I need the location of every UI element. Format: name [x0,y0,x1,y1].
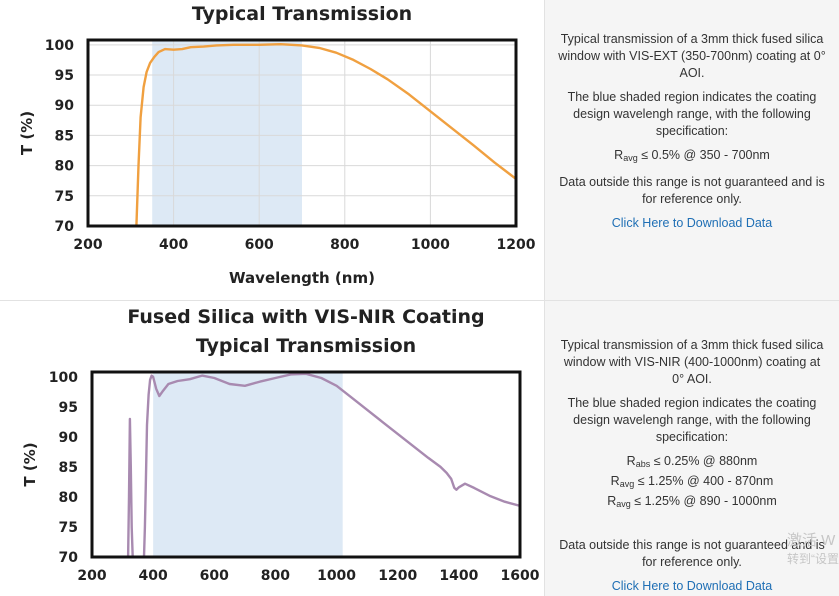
spec-value: ≤ 0.25% @ 880nm [653,454,758,468]
x-tick-label: 1200 [497,237,536,253]
shaded-region-note: The blue shaded region indicates the coa… [567,90,817,138]
x-tick-label: 200 [77,568,106,584]
spec-symbol: R [607,494,617,508]
transmission-series-line [135,43,516,226]
spec-line: Ravg ≤ 0.5% @ 350 - 700nm [557,147,827,167]
transmission-series-line [126,372,520,557]
plot-frame [86,38,518,228]
x-tick-label: 1000 [317,568,356,584]
spec-subscript: avg [619,479,635,489]
spec-symbol: R [626,454,636,468]
description-text: Typical transmission of a 3mm thick fuse… [560,338,824,386]
chart-title-line-2: Typical Transmission [196,335,416,357]
spec-list: Ravg ≤ 0.5% @ 350 - 700nm [557,147,827,167]
x-tick-label: 800 [261,568,290,584]
shaded-region-note: The blue shaded region indicates the coa… [567,396,817,444]
description-text: Typical transmission of a 3mm thick fuse… [558,32,826,80]
chart-title: Typical Transmission [192,3,412,25]
y-tick-label: 85 [59,460,78,476]
x-tick-label: 600 [245,237,274,253]
x-tick-label: 800 [330,237,359,253]
y-tick-label: 80 [59,490,79,506]
y-tick-label: 95 [59,400,78,416]
spec-line: Ravg ≤ 1.25% @ 400 - 870nm [557,473,827,493]
x-tick-label: 1600 [501,568,540,584]
description-panel-2: Typical transmission of a 3mm thick fuse… [557,337,827,595]
chart-row-2: Fused Silica with VIS-NIR Coating Typical… [0,300,839,596]
coating-range-shade [152,40,302,226]
y-tick-label: 100 [45,38,74,54]
x-tick-label: 600 [200,568,229,584]
description-cell-1: Typical transmission of a 3mm thick fuse… [545,0,839,300]
spec-line: Ravg ≤ 1.25% @ 890 - 1000nm [557,493,827,513]
x-tick-label: 400 [159,237,188,253]
spec-symbol: R [610,474,620,488]
x-tick-label: 400 [139,568,168,584]
y-tick-label: 70 [55,219,75,235]
spec-value: ≤ 0.5% @ 350 - 700nm [641,148,770,162]
spec-list: Rabs ≤ 0.25% @ 880nm Ravg ≤ 1.25% @ 400 … [557,453,827,513]
y-tick-label: 70 [59,550,79,566]
y-tick-label: 90 [55,98,75,114]
y-tick-label: 75 [59,520,78,536]
y-tick-label: 95 [55,68,74,84]
transmission-chart-1: Typical Transmission 70 75 80 85 90 95 100 200 40… [18,3,536,287]
description-panel-1: Typical transmission of a 3mm thick fuse… [557,31,827,232]
x-tick-label: 1000 [411,237,450,253]
chart-cell-2: Fused Silica with VIS-NIR Coating Typical… [0,301,545,596]
x-axis-label: Wavelength (nm) [229,269,375,287]
x-tick-label: 1200 [378,568,417,584]
chart-row-1: Typical Transmission 70 75 80 85 90 95 100 200 40… [0,0,839,300]
download-data-link[interactable]: Click Here to Download Data [611,579,773,593]
spec-value: ≤ 1.25% @ 890 - 1000nm [634,494,777,508]
download-data-link[interactable]: Click Here to Download Data [611,216,773,230]
plot-frame [90,370,522,559]
disclaimer-text: Data outside this range is not guarantee… [559,175,825,206]
spec-symbol: R [614,148,624,162]
y-tick-label: 90 [59,430,79,446]
chart-title: Fused Silica with VIS-NIR Coating [127,306,484,328]
chart-cell-1: Typical Transmission 70 75 80 85 90 95 100 200 40… [0,0,545,300]
coating-range-shade [153,372,343,557]
spec-subscript: avg [623,153,638,163]
y-axis-label: T (%) [18,111,36,155]
y-axis-label: T (%) [21,442,39,486]
description-cell-2: Typical transmission of a 3mm thick fuse… [545,301,839,596]
spec-subscript: abs [635,459,651,469]
disclaimer-text: Data outside this range is not guarantee… [559,538,825,569]
spec-subscript: avg [616,499,631,509]
spec-value: ≤ 1.25% @ 400 - 870nm [637,474,774,488]
transmission-chart-2: Fused Silica with VIS-NIR Coating Typical… [21,306,540,584]
y-tick-label: 75 [55,189,74,205]
y-tick-label: 85 [55,128,74,144]
x-tick-label: 200 [73,237,102,253]
x-tick-label: 1400 [439,568,478,584]
y-tick-label: 100 [49,370,78,386]
spec-line: Rabs ≤ 0.25% @ 880nm [557,453,827,473]
y-tick-label: 80 [55,159,75,175]
